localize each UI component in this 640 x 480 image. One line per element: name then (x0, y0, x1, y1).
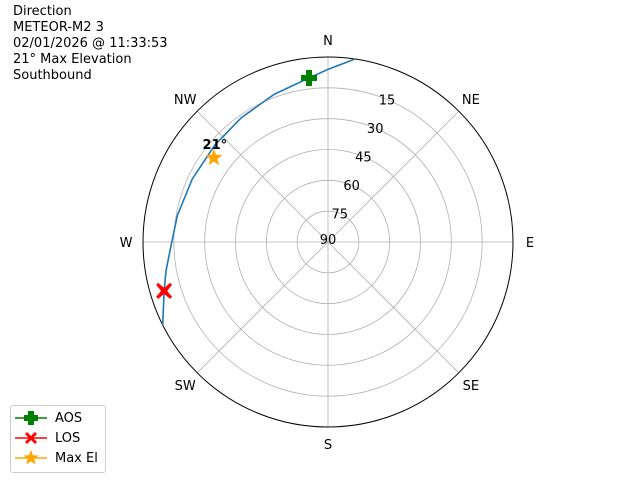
legend: AOS LOS Max El (10, 405, 106, 473)
radial-gridline (173, 87, 483, 397)
radial-tick-label: 45 (355, 151, 372, 166)
compass-label: NW (174, 93, 197, 108)
radial-gridline (265, 179, 391, 305)
legend-item-max-el: Max El (15, 448, 98, 468)
radial-tick-label: 75 (332, 208, 349, 223)
title-line: Direction (13, 4, 72, 19)
legend-item-aos: AOS (15, 408, 82, 428)
chart-title: Direction METEOR-M2 3 02/01/2026 @ 11:33… (13, 4, 168, 84)
max-el-annotation: 21° (203, 138, 228, 153)
x-marker-icon (15, 432, 47, 444)
radial-tick-label: 60 (343, 179, 360, 194)
plus-marker-icon (15, 411, 47, 425)
title-line: 21° Max Elevation (13, 52, 132, 67)
star-marker-icon (15, 450, 47, 465)
compass-label: SE (463, 379, 479, 394)
compass-label: E (526, 236, 534, 251)
max-el-marker (205, 148, 223, 166)
title-line: 02/01/2026 @ 11:33:53 (13, 36, 168, 51)
legend-item-los: LOS (15, 428, 80, 448)
radial-tick-label: 15 (379, 94, 396, 109)
radial-tick-label: 30 (367, 122, 384, 137)
polar-frame (142, 56, 514, 428)
radial-gridline (204, 118, 452, 366)
title-line: Southbound (13, 68, 92, 83)
compass-label: NE (462, 93, 480, 108)
compass-label: SW (175, 379, 196, 394)
compass-label: W (120, 236, 133, 251)
compass-label: S (324, 438, 332, 453)
compass-label: N (323, 34, 333, 49)
radial-gridline (235, 149, 421, 335)
radial-tick-label: 90 (320, 233, 337, 248)
title-line: METEOR-M2 3 (13, 20, 104, 35)
los-marker (156, 282, 173, 299)
radial-gridline (296, 210, 360, 274)
aos-marker (301, 70, 318, 87)
